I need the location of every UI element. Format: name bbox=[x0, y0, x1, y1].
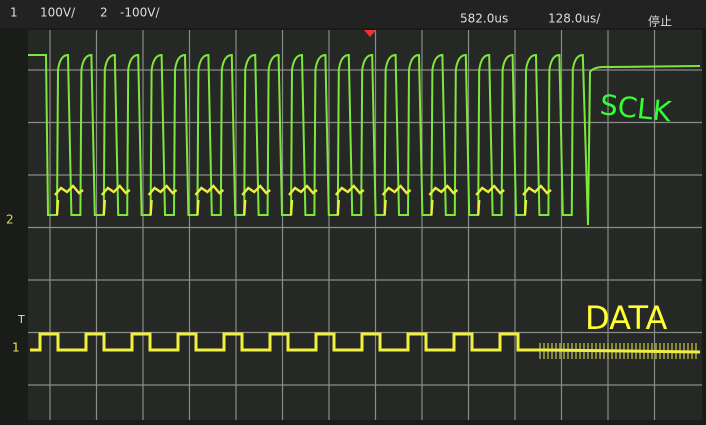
ch2-marker: 2 bbox=[6, 213, 14, 227]
grid bbox=[28, 30, 702, 420]
ch2-burst bbox=[194, 184, 225, 216]
annotation-sclk: SCLK bbox=[598, 88, 673, 128]
ch2-burst bbox=[147, 184, 178, 216]
ch2-burst bbox=[241, 184, 271, 216]
ch2-burst bbox=[54, 184, 84, 216]
annotation-data: DATA bbox=[585, 299, 668, 337]
ch2-burst bbox=[428, 184, 459, 216]
sclk-trace bbox=[28, 53, 701, 226]
ch2-burst bbox=[334, 184, 365, 216]
ch2-burst bbox=[475, 184, 505, 216]
time-scale: 128.0us/ bbox=[548, 12, 601, 26]
trigger-level-marker: T bbox=[17, 313, 25, 326]
ch2-burst bbox=[100, 184, 131, 216]
ch1-label: 1 bbox=[10, 6, 18, 20]
ch2-burst bbox=[522, 184, 552, 216]
ch1-marker: 1 bbox=[12, 341, 20, 355]
ch2-scale: -100V/ bbox=[120, 6, 160, 20]
ch2-burst bbox=[288, 184, 318, 216]
trigger-position: 582.0us bbox=[460, 12, 508, 26]
run-state: 停止 bbox=[648, 14, 672, 29]
trigger-marker bbox=[364, 30, 376, 37]
status-bar bbox=[0, 0, 706, 28]
data-trace bbox=[30, 332, 701, 354]
ch2-burst bbox=[381, 184, 412, 216]
ch2-label: 2 bbox=[100, 6, 108, 20]
ch1-scale: 100V/ bbox=[40, 6, 76, 20]
waveforms bbox=[28, 53, 701, 359]
